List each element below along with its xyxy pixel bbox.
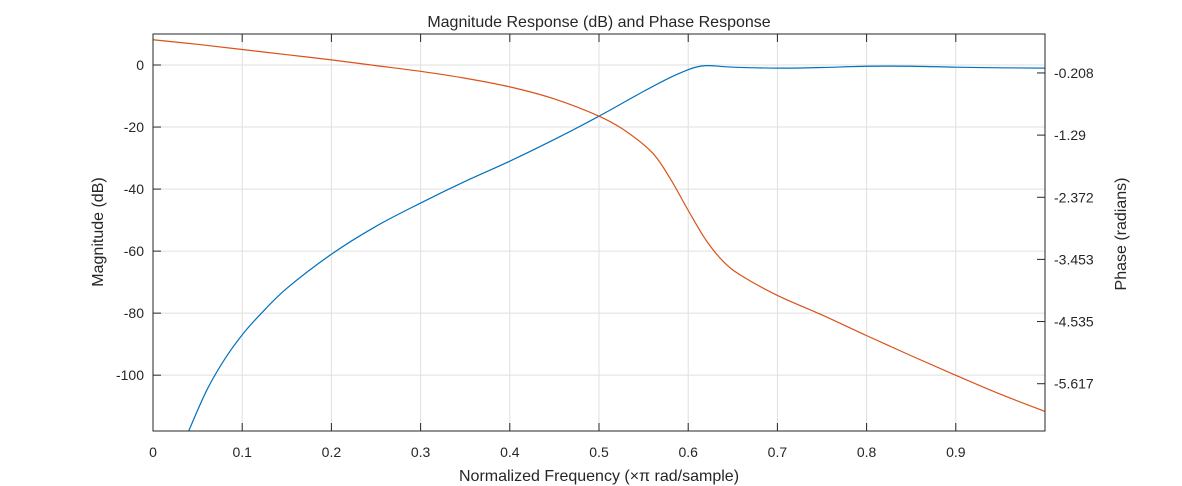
x-tick-label: 0.9: [946, 444, 966, 460]
x-tick-label: 0.2: [322, 444, 342, 460]
y-tick-label-left: -60: [124, 243, 144, 259]
x-tick-label: 0.8: [857, 444, 877, 460]
y-tick-label-right: -4.535: [1054, 314, 1094, 330]
x-tick-label: 0: [149, 444, 157, 460]
y-axis-label-right: Phase (radians): [1113, 178, 1130, 291]
x-tick-label: 0.4: [500, 444, 520, 460]
x-tick-label: 0.7: [768, 444, 788, 460]
phase-response-line: [153, 39, 1045, 413]
y-axis-label-left: Magnitude (dB): [90, 177, 107, 286]
y-tick-label-left: 0: [136, 57, 144, 73]
x-tick-label: 0.6: [678, 444, 698, 460]
magnitude-response-line: [188, 64, 1045, 431]
y-tick-label-left: -40: [124, 181, 144, 197]
x-tick-label: 0.1: [232, 444, 252, 460]
x-axis-label: Normalized Frequency (×π rad/sample): [459, 468, 739, 485]
chart-title: Magnitude Response (dB) and Phase Respon…: [427, 14, 770, 31]
y-tick-label-left: -80: [124, 305, 144, 321]
y-tick-label-right: -5.617: [1054, 376, 1094, 392]
y-tick-label-right: -0.208: [1054, 65, 1094, 81]
x-tick-label: 0.3: [411, 444, 431, 460]
y-tick-label-left: -100: [116, 367, 144, 383]
x-tick-label: 0.5: [589, 444, 609, 460]
axis-ticks: 0 0.1 0.2 0.3 0.4 0.5 0.6 0.7 0.8 0.9 0 -20 -40 -60 -8…: [116, 34, 1094, 460]
y-tick-label-right: -2.372: [1054, 189, 1094, 205]
plot-curves: [153, 39, 1045, 431]
y-tick-label-right: -3.453: [1054, 251, 1094, 267]
grid-lines: [153, 34, 1045, 431]
y-tick-label-right: -1.29: [1054, 127, 1086, 143]
y-tick-label-left: -20: [124, 119, 144, 135]
